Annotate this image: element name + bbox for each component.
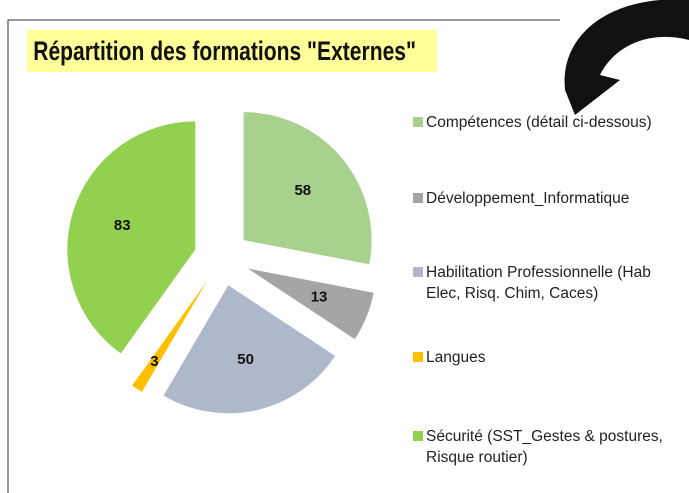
legend-swatch: [413, 117, 423, 127]
legend-label: Compétences (détail ci-dessous): [426, 114, 652, 131]
frame: [7, 19, 560, 493]
legend-item: Habilitation Professionnelle (Hab Elec, …: [413, 262, 681, 304]
legend-swatch: [413, 193, 423, 203]
legend-label: Langues: [426, 349, 486, 366]
data-label: 58: [294, 182, 311, 199]
legend-label: Développement_Informatique: [426, 190, 630, 207]
legend-swatch: [413, 352, 423, 362]
legend-item: Sécurité (SST_Gestes & postures, Risque …: [413, 426, 681, 468]
legend-item: Compétences (détail ci-dessous): [413, 112, 681, 133]
legend-label: Sécurité (SST_Gestes & postures, Risque …: [426, 428, 663, 466]
pie-slice: [67, 121, 196, 354]
data-label: 13: [311, 289, 328, 306]
data-label: 83: [114, 217, 131, 234]
legend-swatch: [413, 267, 423, 277]
title-box: Répartition des formations "Externes": [27, 30, 437, 72]
chart-title: Répartition des formations "Externes": [33, 36, 417, 66]
pie-slice: [132, 281, 207, 392]
legend-swatch: [413, 431, 423, 441]
data-label: 50: [237, 351, 254, 368]
pie-slice: [163, 285, 336, 414]
pie-slice: [243, 112, 372, 265]
legend-label: Habilitation Professionnelle (Hab Elec, …: [426, 264, 651, 302]
legend-item: Développement_Informatique: [413, 188, 681, 209]
arrow-decoration: [564, 0, 689, 115]
legend-item: Langues: [413, 347, 681, 368]
data-label: 3: [150, 353, 158, 370]
pie-slice: [247, 268, 374, 340]
